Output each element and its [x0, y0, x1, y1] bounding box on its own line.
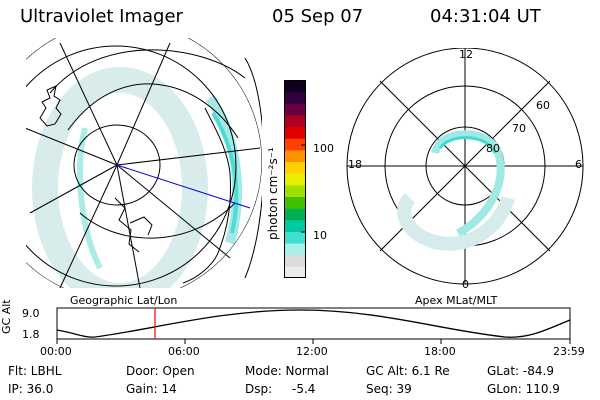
- xtick-2359: 23:59: [553, 345, 585, 358]
- date-label: 05 Sep 07: [272, 6, 364, 27]
- colorbar-segment: [284, 231, 306, 244]
- door-label: Door: Open: [126, 364, 195, 378]
- xtick-1800: 18:00: [424, 345, 456, 358]
- gain-label: Gain: 14: [126, 382, 177, 396]
- dsp-label: Dsp:: [245, 382, 273, 396]
- mlt-0: 0: [462, 278, 469, 291]
- colorbar-segment: [284, 149, 306, 163]
- colorbar-tick-10: 10: [313, 229, 327, 242]
- xtick-0600: 06:00: [168, 345, 200, 358]
- altitude-ylabel: GC Alt: [0, 299, 13, 334]
- mode-label: Mode: Normal: [245, 364, 329, 378]
- geographic-label: Geographic Lat/Lon: [70, 294, 178, 307]
- glat-label: GLat: -84.9: [487, 364, 554, 378]
- altitude-ytick-1-8: 1.8: [22, 328, 40, 341]
- colorbar-unit-label: photon cm⁻²s⁻¹: [266, 147, 280, 240]
- colorbar-segment: [284, 208, 306, 221]
- xtick-1200: 12:00: [296, 345, 328, 358]
- colorbar-border: [284, 80, 306, 278]
- altitude-ytick-9: 9.0: [22, 307, 40, 320]
- mlt-18: 18: [348, 158, 362, 171]
- xtick-0000: 00:00: [40, 345, 72, 358]
- sun-vector-line: [116, 164, 251, 209]
- time-label: 04:31:04 UT: [430, 6, 541, 27]
- glon-label: GLon: 110.9: [487, 382, 560, 396]
- aurora-emission: [32, 67, 243, 288]
- ip-label: IP: 36.0: [8, 382, 54, 396]
- lat-60: 60: [536, 99, 550, 112]
- mlt-12: 12: [459, 48, 473, 61]
- colorbar-segment: [284, 103, 306, 116]
- dsp-value: -5.4: [292, 382, 316, 396]
- polar-aurora: [397, 130, 515, 251]
- geographic-map: [26, 38, 262, 288]
- gc-alt-label: GC Alt: 6.1 Re: [366, 364, 450, 378]
- colorbar-segment: [284, 80, 306, 93]
- colorbar-segment: [284, 219, 306, 232]
- lat-80: 80: [486, 142, 500, 155]
- colorbar-segment: [284, 196, 306, 209]
- mlt-6: 6: [575, 158, 582, 171]
- colorbar-segment: [284, 91, 306, 104]
- colorbar-segment: [284, 173, 306, 186]
- altitude-curve: [56, 309, 571, 338]
- seq-label: Seq: 39: [366, 382, 412, 396]
- colorbar-segment: [284, 126, 306, 139]
- colorbar-tick-100: 100: [313, 142, 334, 155]
- colorbar-segment: [284, 184, 306, 197]
- polar-plot: [346, 48, 584, 285]
- colorbar: [284, 80, 306, 278]
- colorbar-segment: [284, 266, 306, 278]
- colorbar-segment: [284, 243, 306, 256]
- colorbar-segment: [284, 138, 306, 151]
- lat-70: 70: [512, 122, 526, 135]
- colorbar-segment: [284, 254, 306, 267]
- flt-label: Flt: LBHL: [8, 364, 62, 378]
- altitude-plot: [56, 307, 571, 344]
- colorbar-segment: [284, 161, 306, 174]
- instrument-title: Ultraviolet Imager: [20, 6, 183, 27]
- colorbar-segment: [284, 114, 306, 128]
- apex-label: Apex MLat/MLT: [415, 294, 498, 307]
